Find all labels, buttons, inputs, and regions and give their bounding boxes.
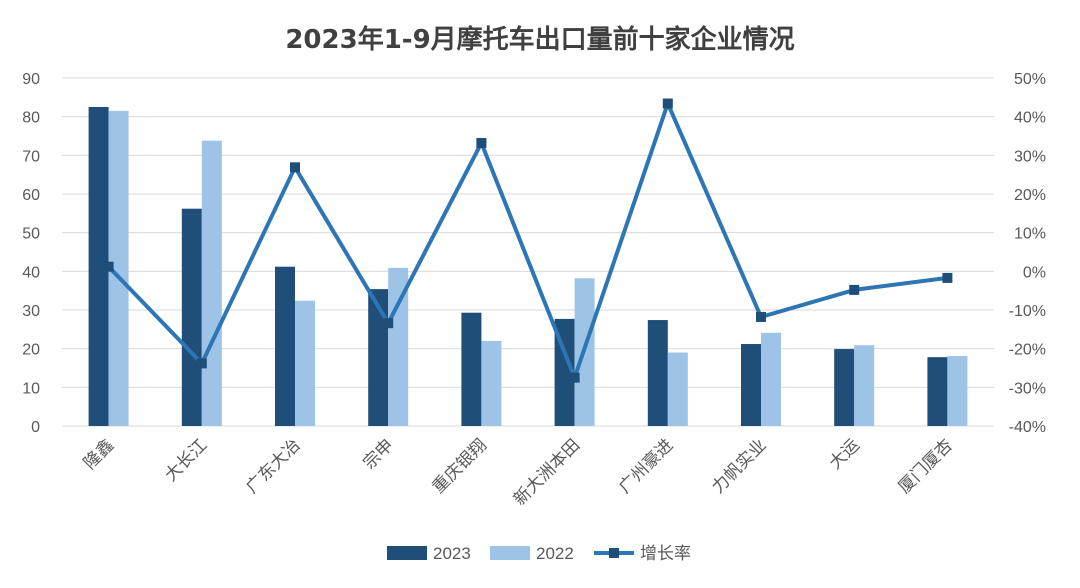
bar-2022 (108, 110, 129, 426)
category-label: 力帆实业 (708, 435, 770, 497)
axes: 0 -40% 10 -30% 20 -20% 30 -10% 40 0% 50 10% 60 20% 70 3… (22, 71, 1046, 436)
bar-2023 (461, 312, 482, 426)
growth-line-path (107, 101, 948, 380)
y-left-tick: 10 (22, 380, 40, 397)
legend-swatch-2022 (490, 546, 530, 560)
category-label: 大运 (826, 435, 864, 473)
legend-label-2022: 2022 (536, 544, 574, 563)
legend-label-growth: 增长率 (640, 544, 691, 563)
legend: 2023 2022 增长率 (387, 544, 691, 563)
y-left-tick: 0 (31, 419, 40, 436)
category-label: 新大洲本田 (510, 435, 584, 509)
y-left-tick: 80 (22, 110, 40, 127)
growth-point (196, 358, 207, 369)
y-right-tick: 40% (1014, 110, 1046, 127)
growth-point (569, 372, 580, 383)
bar-2023 (275, 266, 295, 426)
bar-2023 (181, 208, 202, 426)
y-right-tick: 0% (1023, 264, 1046, 281)
category-label: 广州豪进 (614, 435, 677, 498)
legend-label-2023: 2023 (433, 544, 471, 563)
bar-2023 (741, 344, 761, 426)
y-right-tick: 30% (1014, 148, 1046, 165)
chart-title: 2023年1-9月摩托车出口量前十家企业情况 (285, 24, 794, 55)
bar-2022 (388, 267, 409, 426)
bar-2023 (88, 107, 109, 426)
y-left-tick: 50 (22, 226, 40, 243)
y-left-tick: 20 (22, 342, 40, 359)
y-left-tick: 30 (22, 303, 40, 320)
y-right-tick: 20% (1014, 187, 1046, 204)
category-label: 隆鑫 (80, 435, 118, 473)
y-right-tick: -30% (1009, 380, 1046, 397)
bar-2022 (761, 332, 781, 426)
growth-point (383, 318, 394, 329)
bar-2022 (854, 345, 875, 426)
category-label: 重庆银翔 (429, 435, 491, 497)
legend-swatch-2023 (387, 546, 427, 560)
bar-2022 (481, 340, 502, 426)
growth-point (756, 311, 766, 322)
y-left-tick: 90 (22, 71, 40, 88)
bar-2022 (295, 300, 315, 426)
bar-2023 (554, 318, 575, 426)
bar-2022 (947, 356, 968, 426)
y-right-tick: -20% (1009, 342, 1046, 359)
bar-2022 (201, 140, 222, 426)
growth-point (476, 137, 487, 148)
y-right-tick: 10% (1014, 226, 1046, 243)
y-right-tick: 50% (1014, 71, 1046, 88)
y-left-tick: 60 (22, 187, 40, 204)
bars (88, 107, 968, 426)
growth-point (103, 261, 114, 272)
y-left-tick: 40 (22, 264, 40, 281)
growth-point (662, 98, 673, 109)
y-left-tick: 70 (22, 148, 40, 165)
category-label: 厦门厦杏 (895, 435, 957, 497)
category-label: 广东大冶 (242, 435, 304, 497)
bar-2022 (667, 352, 688, 426)
category-label: 宗申 (360, 435, 398, 473)
bar-2023 (647, 320, 668, 426)
y-right-tick: -10% (1009, 303, 1046, 320)
category-labels: 隆鑫 大长江 广东大冶 宗申 重庆银翔 新大洲本田 广州豪进 力帆实业 大运 厦门厦杏 (80, 435, 957, 510)
category-label: 大长江 (161, 435, 211, 485)
bar-2023 (927, 357, 948, 426)
legend-marker-growth (609, 548, 619, 558)
y-right-tick: -40% (1009, 419, 1046, 436)
growth-point (290, 162, 300, 173)
growth-line (103, 98, 953, 383)
growth-point (849, 284, 860, 295)
growth-point (942, 272, 953, 283)
bar-2023 (834, 349, 855, 426)
